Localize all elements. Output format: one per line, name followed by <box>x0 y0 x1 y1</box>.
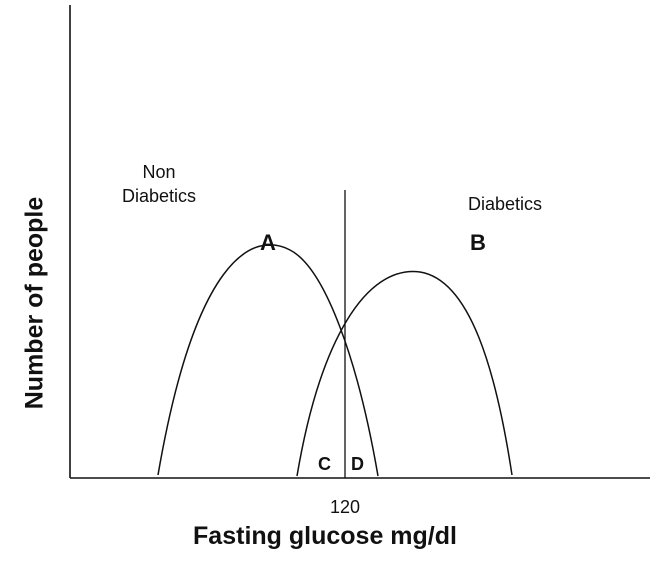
region-c-label: C <box>318 454 331 474</box>
curve-b-label: B <box>470 230 486 255</box>
region-d-label: D <box>351 454 364 474</box>
group-label-non-diabetics: Non Diabetics <box>122 160 196 209</box>
group-label-line-2: Diabetics <box>122 186 197 207</box>
y-axis-label: Number of people <box>20 196 49 410</box>
curve-a-non-diabetics <box>157 244 379 477</box>
curve-a-label: A <box>260 230 276 255</box>
cutoff-tick-label: 120 <box>329 497 361 517</box>
x-axis-label: Fasting glucose mg/dl <box>193 522 457 550</box>
group-label-line-1: Non <box>142 162 176 182</box>
curve-b-diabetics <box>296 270 513 477</box>
group-label-diabetics: Diabetics <box>468 194 543 214</box>
